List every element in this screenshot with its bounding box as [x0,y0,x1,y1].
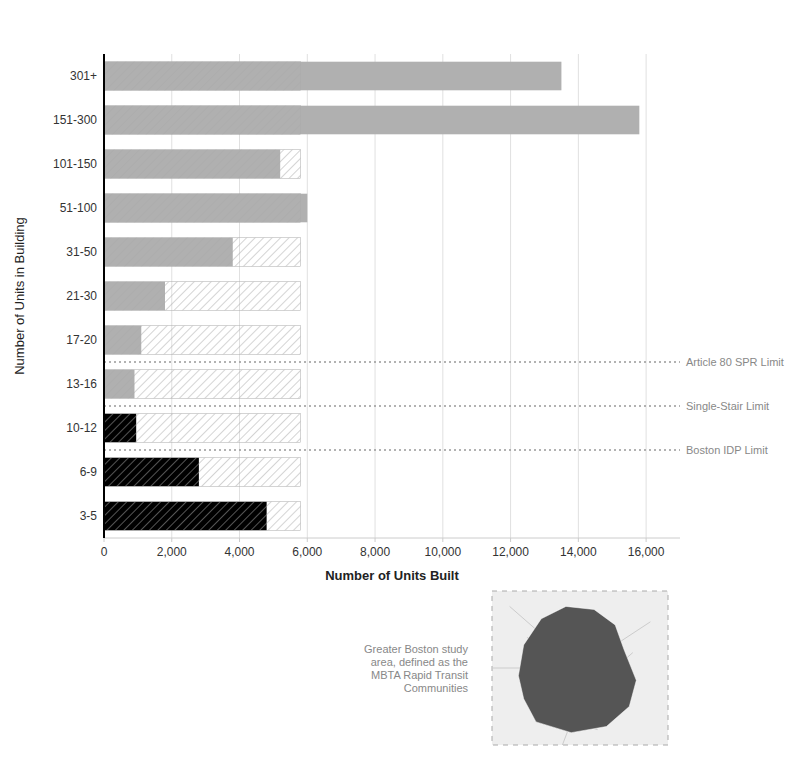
map-region [518,606,636,732]
hatch-region [104,238,301,267]
x-tick [171,538,172,542]
hatch-region [104,326,301,355]
x-tick-label: 16,000 [628,545,665,559]
y-tick-label: 101-150 [53,157,97,171]
map-note-line: Communities [404,682,469,694]
limit-label: Article 80 SPR Limit [686,356,784,368]
grid-line [646,54,647,538]
y-tick-label: 3-5 [80,509,98,523]
y-tick-label: 17-20 [66,333,97,347]
y-tick-label: 51-100 [60,201,98,215]
hatch-region [104,62,301,91]
map-note: Greater Boston studyarea, defined as the… [364,643,468,694]
y-axis-title: Number of Units in Building [12,217,27,375]
y-tick-label: 31-50 [66,245,97,259]
hatch-region [104,502,301,531]
x-tick [578,538,579,542]
y-tick-label: 6-9 [80,465,98,479]
x-tick [104,538,105,542]
x-tick [307,538,308,542]
x-tick-label: 4,000 [225,545,255,559]
limit-line [104,405,680,407]
x-tick [375,538,376,542]
limit-label: Boston IDP Limit [686,444,768,456]
bar [104,194,307,223]
x-axis-line [104,538,680,539]
map-note-line: Greater Boston study [364,643,468,655]
map-note-line: area, defined as the [371,656,468,668]
x-axis-title: Number of Units Built [325,568,459,583]
limit-label: Single-Stair Limit [686,400,769,412]
x-tick-label: 0 [101,545,108,559]
y-tick-label: 10-12 [66,421,97,435]
x-tick [239,538,240,542]
hatch-region [104,106,301,135]
grid-line [104,54,105,538]
y-tick-label: 151-300 [53,113,97,127]
x-tick [646,538,647,542]
limit-lines: Article 80 SPR Limit Single-Stair Limit Bo… [104,356,784,456]
hatch-region [104,414,301,443]
map-inset [492,591,668,745]
x-tick-label: 12,000 [492,545,529,559]
x-axis: 0 2,000 4,000 6,000 8,000 10,000 12,000 14,000 1… [101,538,680,559]
x-tick [510,538,511,542]
y-tick-label: 13-16 [66,377,97,391]
y-axis-line [103,54,105,538]
y-tick-label: 21-30 [66,289,97,303]
x-tick [442,538,443,542]
x-tick-label: 10,000 [424,545,461,559]
plot-area [104,62,639,531]
hatch-region [104,282,301,311]
bar [104,106,639,135]
y-tick-label: 301+ [70,69,97,83]
x-tick-label: 6,000 [292,545,322,559]
x-tick-label: 14,000 [560,545,597,559]
hatch-region [104,458,301,487]
x-tick-label: 8,000 [360,545,390,559]
limit-line [104,361,680,363]
hatch-region [104,370,301,399]
y-axis: 301+ 151-300 101-150 51-100 31-50 21-30 17-20 1… [53,54,104,538]
map-frame [492,591,668,745]
grid [104,54,646,538]
x-tick-label: 2,000 [157,545,187,559]
map-note-line: MBTA Rapid Transit [371,669,468,681]
bar [104,62,561,91]
chart: 0 2,000 4,000 6,000 8,000 10,000 12,000 14,000 1… [0,0,800,768]
hatch-region [104,150,301,179]
limit-line [104,449,680,451]
hatch-region [104,194,301,223]
